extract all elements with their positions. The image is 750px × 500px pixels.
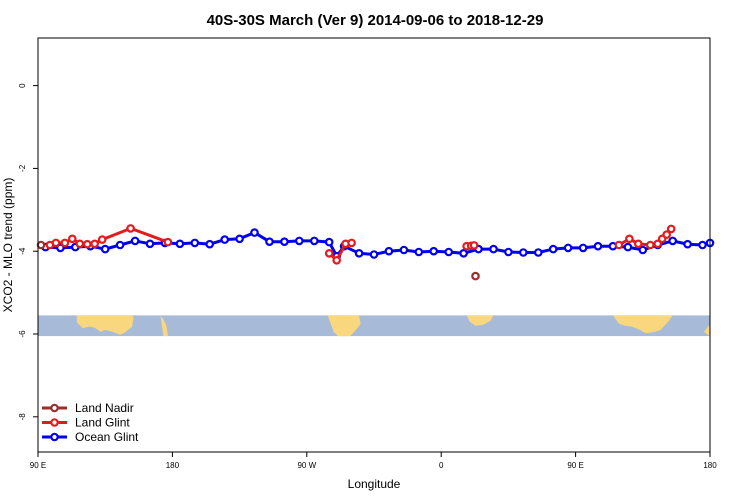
point-ocean-glint: [623, 242, 633, 252]
point-ocean-glint: [294, 236, 304, 246]
point-ocean-glint: [489, 244, 498, 254]
point-ocean-glint: [369, 250, 379, 259]
y-axis-label: XCO2 - MLO trend (ppm): [1, 178, 15, 313]
point-ocean-glint: [399, 245, 409, 255]
x-axis-label: Longitude: [348, 477, 401, 491]
point-ocean-glint: [533, 248, 543, 257]
point-ocean-glint: [324, 237, 334, 247]
point-land-glint: [97, 235, 107, 244]
point-land-glint: [332, 255, 342, 265]
y-tick-label: -8: [18, 413, 27, 421]
x-tick-label: 90 E: [30, 461, 46, 470]
point-ocean-glint: [190, 238, 200, 248]
x-tick-label: 90 W: [297, 461, 316, 470]
point-ocean-glint: [578, 243, 588, 253]
point-ocean-glint: [145, 239, 155, 249]
point-ocean-glint: [548, 244, 558, 254]
point-ocean-glint: [115, 240, 125, 250]
map-strip: [38, 315, 710, 337]
map-land-1: [160, 315, 168, 337]
point-ocean-glint: [220, 235, 230, 244]
point-land-glint: [324, 249, 334, 258]
point-land-glint: [163, 237, 173, 247]
point-land-glint: [469, 241, 479, 250]
legend-label-land-nadir: Land Nadir: [75, 401, 134, 415]
point-ocean-glint: [683, 239, 692, 249]
point-land-glint: [347, 238, 356, 248]
point-ocean-glint: [593, 241, 603, 251]
point-ocean-glint: [100, 244, 110, 254]
point-land-glint: [90, 239, 100, 249]
y-tick-label: -6: [18, 330, 27, 338]
legend-marker-ocean-glint: [50, 432, 59, 442]
point-land-glint: [625, 234, 634, 244]
point-ocean-glint: [205, 239, 215, 249]
plot-frame: [37, 37, 711, 453]
legend-marker-land-nadir: [50, 403, 59, 413]
map-land-3: [466, 315, 494, 326]
legend-label-land-glint: Land Glint: [75, 416, 130, 430]
point-land-glint: [60, 238, 70, 248]
map-land-4: [612, 315, 673, 334]
map-land-2: [327, 315, 361, 337]
point-land-glint: [662, 230, 672, 239]
point-ocean-glint: [354, 249, 364, 258]
x-tick-label: 90 E: [567, 461, 583, 470]
point-ocean-glint: [444, 247, 454, 257]
point-land-glint: [83, 239, 92, 249]
point-ocean-glint: [235, 234, 244, 244]
chart-title: 40S-30S March (Ver 9) 2014-09-06 to 2018…: [207, 12, 544, 29]
point-ocean-glint: [384, 246, 394, 256]
point-ocean-glint: [130, 236, 140, 246]
point-ocean-glint: [250, 228, 259, 237]
point-land-glint: [614, 240, 624, 250]
x-tick-label: 180: [166, 461, 180, 470]
x-tick-label: 0: [439, 461, 444, 470]
point-land-glint: [126, 224, 135, 233]
point-ocean-glint: [56, 243, 65, 253]
point-ocean-glint: [459, 249, 468, 258]
point-land-nadir: [36, 240, 46, 250]
map-ocean: [38, 315, 710, 337]
point-land-glint: [68, 234, 77, 244]
point-ocean-glint: [698, 240, 707, 250]
point-ocean-glint: [504, 247, 513, 257]
y-tick-label: -4: [18, 247, 27, 255]
y-axis: 0 -2 -4 -6 -8: [18, 83, 38, 421]
point-land-glint: [645, 240, 655, 250]
point-ocean-glint: [175, 239, 185, 249]
point-ocean-glint: [280, 237, 289, 247]
point-land-glint: [75, 239, 85, 249]
x-tick-label: 180: [703, 461, 717, 470]
map-land-0: [76, 315, 134, 335]
point-ocean-glint: [638, 245, 648, 255]
point-ocean-glint: [429, 246, 439, 256]
point-ocean-glint: [668, 236, 678, 246]
point-ocean-glint: [309, 236, 319, 246]
point-ocean-glint: [265, 237, 274, 247]
point-ocean-glint: [414, 247, 424, 257]
legend-label-ocean-glint: Ocean Glint: [75, 430, 139, 444]
point-ocean-glint: [563, 243, 573, 253]
plot-series: [36, 224, 715, 281]
point-land-glint: [653, 239, 663, 249]
map-land-5: [704, 325, 710, 337]
point-land-glint: [51, 238, 61, 248]
point-land-nadir: [471, 271, 480, 281]
y-tick-label: -2: [18, 164, 27, 172]
legend-marker-land-glint: [50, 418, 59, 427]
point-land-glint: [666, 224, 676, 234]
point-ocean-glint: [518, 248, 528, 257]
point-land-glint: [633, 239, 643, 249]
x-axis: 90 E 180 90 W 0 90 E 180: [30, 452, 717, 470]
y-tick-label: 0: [18, 83, 27, 88]
